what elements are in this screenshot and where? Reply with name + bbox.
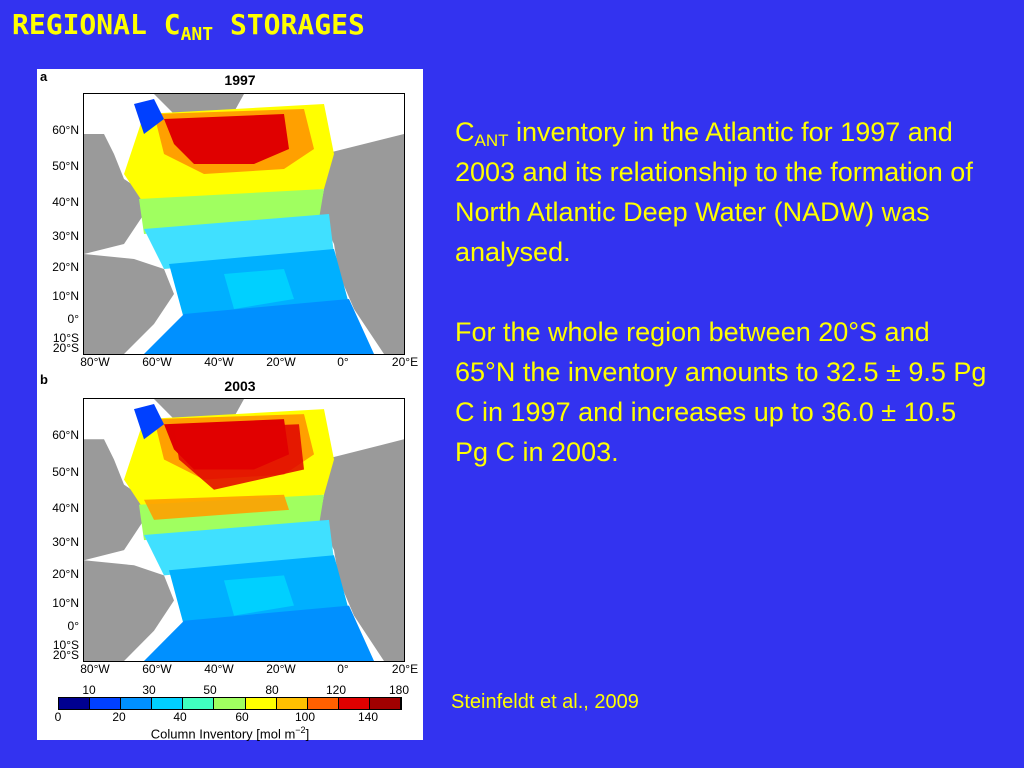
longitude-label: 0°	[337, 355, 349, 369]
latitude-label: 0°	[67, 619, 79, 634]
map-region	[144, 299, 374, 354]
map-region	[84, 254, 174, 354]
colorbar-segment	[276, 698, 308, 709]
colorbar	[58, 697, 402, 710]
colorbar-upper-ticks: 10 30 50 80 120 180	[82, 683, 410, 697]
slide-title: REGIONAL CANT STORAGES	[12, 8, 365, 45]
longitude-label: 60°W	[142, 355, 172, 369]
latitude-label: 50°N	[52, 159, 79, 173]
map-region	[144, 605, 374, 661]
map-region	[84, 439, 144, 561]
colorbar-segment	[59, 698, 91, 709]
paragraph-inventory: CANT inventory in the Atlantic for 1997 …	[455, 117, 973, 267]
latitude-label: 10°N	[52, 289, 79, 303]
map-region	[224, 269, 294, 309]
latitude-label: 60°N	[52, 427, 79, 442]
citation: Steinfeldt et al., 2009	[451, 691, 639, 713]
latitude-label: 20°N	[52, 260, 79, 275]
colorbar-segment	[214, 698, 246, 709]
body-text: CANT inventory in the Atlantic for 1997 …	[455, 112, 995, 472]
map-region	[319, 439, 404, 661]
longitude-label: 20°W	[266, 355, 296, 369]
latitude-label: 10°N	[52, 595, 79, 610]
map-graphic	[84, 399, 404, 661]
colorbar-segment	[369, 698, 402, 709]
latitude-label: 60°N	[52, 122, 79, 137]
latitude-label: 40°N	[52, 195, 79, 210]
latitude-label: 30°N	[52, 535, 79, 550]
colorbar-segment	[152, 698, 184, 709]
map-region	[134, 99, 164, 134]
map-2003	[83, 398, 405, 662]
paragraph-results: For the whole region between 20°S and 65…	[455, 317, 987, 467]
map-region	[134, 404, 164, 440]
longitude-label: 20°W	[266, 662, 296, 676]
latitude-label: 10°S	[52, 637, 79, 652]
map-region	[174, 424, 304, 490]
longitude-label: 20°E	[391, 662, 419, 676]
map-region	[319, 134, 404, 354]
latitude-label: 50°N	[52, 464, 79, 479]
latitude-label: 20°S	[52, 341, 79, 355]
colorbar-segment	[307, 698, 339, 709]
panel-a-letter: a	[40, 69, 48, 84]
longitude-label: 80°W	[80, 355, 110, 369]
map-region	[84, 134, 144, 254]
colorbar-title: Column Inventory [mol m−2]	[150, 725, 310, 742]
map-graphic	[84, 94, 404, 354]
longitude-label: 40°W	[204, 662, 234, 676]
longitude-label: 40°W	[204, 355, 234, 369]
longitude-label: 20°E	[391, 355, 419, 369]
map-region	[84, 560, 174, 661]
map-1997	[83, 93, 405, 355]
colorbar-segment	[90, 698, 122, 709]
latitude-label: 20°N	[52, 566, 79, 581]
colorbar-segment	[121, 698, 153, 709]
latitude-label: 0°	[67, 312, 79, 327]
colorbar-lower-ticks: 0 20 40 60 100 140	[54, 710, 379, 724]
map-region	[144, 494, 289, 520]
panel-a-year: 1997	[224, 72, 256, 88]
latitude-label: 10°S	[52, 330, 79, 345]
panel-b-year: 2003	[224, 378, 256, 394]
panel-b-letter: b	[40, 372, 48, 387]
latitude-label: 20°S	[52, 648, 79, 662]
latitude-label: 30°N	[52, 229, 79, 244]
map-region	[139, 189, 324, 234]
longitude-label: 60°W	[142, 662, 172, 676]
latitude-label: 40°N	[52, 501, 79, 516]
map-region	[164, 114, 289, 164]
colorbar-segment	[245, 698, 277, 709]
map-region	[224, 575, 294, 616]
longitude-label: 0°	[337, 662, 349, 676]
longitude-label: 80°W	[80, 662, 110, 676]
inventory-figure: a 1997 b 2003 60°N 50°N 40°N 30°N 20°N 10°N 0°…	[37, 69, 423, 742]
colorbar-segment	[183, 698, 215, 709]
colorbar-segment	[338, 698, 370, 709]
